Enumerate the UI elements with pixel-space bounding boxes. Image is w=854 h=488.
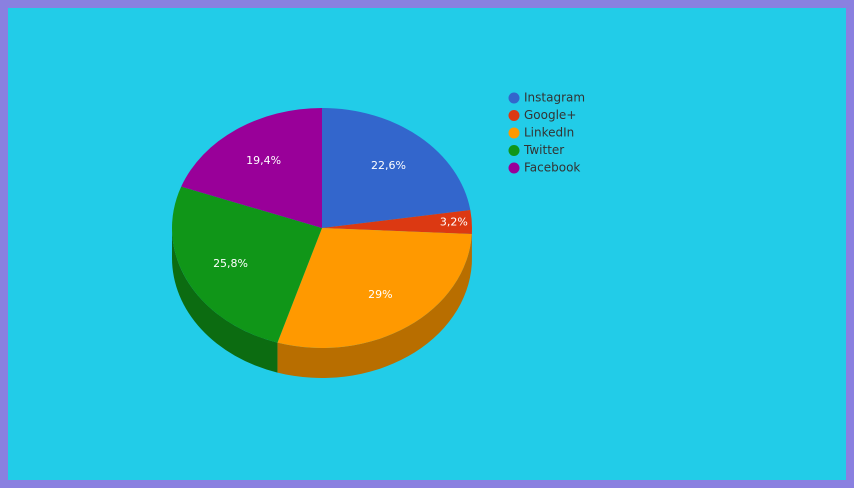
slice-label: 29% (368, 288, 392, 301)
legend-label: Google+ (524, 108, 576, 122)
legend-label: Instagram (524, 91, 585, 105)
legend-marker (508, 110, 520, 121)
legend-label: Facebook (524, 161, 580, 175)
legend-label: Twitter (523, 143, 564, 157)
chart: 22,6% 3,2% 29% 25,8% 19,4% Instagram Google+ Li… (172, 91, 585, 378)
legend-marker (508, 92, 520, 104)
slice (322, 209, 473, 235)
slice (172, 186, 322, 343)
slice (277, 228, 472, 348)
slice-label: 3,2% (440, 216, 468, 229)
slice-label: 25,8% (213, 257, 248, 270)
legend-label: LinkedIn (524, 126, 574, 140)
legend-marker (508, 127, 520, 139)
slice (181, 107, 322, 228)
slice-side (172, 228, 278, 373)
legend-marker (508, 145, 520, 156)
slice-label: 19,4% (246, 154, 281, 167)
slice (322, 108, 471, 228)
slice-side (277, 234, 472, 378)
legend-marker (508, 162, 520, 174)
slice-label: 22,6% (371, 159, 406, 172)
